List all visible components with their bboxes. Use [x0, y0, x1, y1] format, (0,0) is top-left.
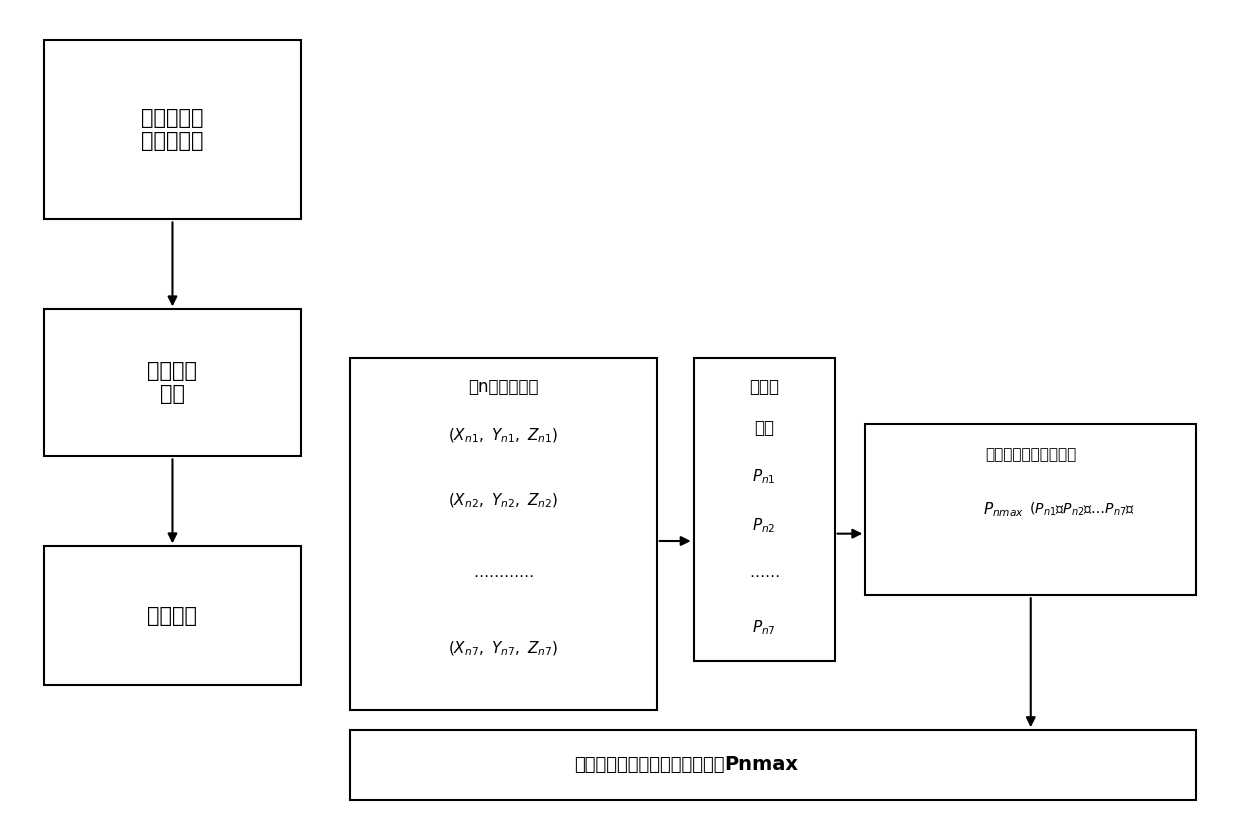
- Text: 遍历所有坐标组合，获得最小的: 遍历所有坐标组合，获得最小的: [574, 756, 724, 774]
- Text: $(X_{n1},\ Y_{n1},\ Z_{n1})$: $(X_{n1},\ Y_{n1},\ Z_{n1})$: [449, 427, 559, 445]
- Bar: [693, 358, 835, 661]
- Text: 第n组坐标组合: 第n组坐标组合: [469, 378, 538, 396]
- Text: 优化过程: 优化过程: [148, 606, 197, 626]
- Text: $(P_{n1}$，$P_{n2}$，…$P_{n7}$）: $(P_{n1}$，$P_{n2}$，…$P_{n7}$）: [1024, 501, 1135, 519]
- Text: $(X_{n7},\ Y_{n7},\ Z_{n7})$: $(X_{n7},\ Y_{n7},\ Z_{n7})$: [449, 639, 559, 657]
- Text: Pnmax: Pnmax: [724, 755, 799, 774]
- Text: 确定优化
目标: 确定优化 目标: [148, 361, 197, 405]
- Bar: [43, 40, 301, 219]
- Text: $(X_{n2},\ Y_{n2},\ Z_{n2})$: $(X_{n2},\ Y_{n2},\ Z_{n2})$: [449, 492, 559, 510]
- Bar: [43, 309, 301, 456]
- Bar: [866, 424, 1197, 595]
- Text: $P_{nmax}$: $P_{nmax}$: [983, 500, 1024, 519]
- Text: 相应杆: 相应杆: [749, 378, 779, 396]
- Text: 确定优化自
变量及约束: 确定优化自 变量及约束: [141, 108, 203, 151]
- Text: $P_{n2}$: $P_{n2}$: [753, 516, 776, 535]
- Bar: [350, 730, 1197, 799]
- Text: $\cdots\cdots$: $\cdots\cdots$: [749, 568, 780, 583]
- Bar: [43, 546, 301, 685]
- Text: $P_{n1}$: $P_{n1}$: [753, 467, 776, 486]
- Text: 应力: 应力: [754, 419, 774, 437]
- Text: $P_{n7}$: $P_{n7}$: [753, 618, 776, 637]
- Bar: [350, 358, 657, 710]
- Text: 该组坐标下最大杆应力: 该组坐标下最大杆应力: [985, 447, 1076, 462]
- Text: $\cdots\cdots\cdots\cdots$: $\cdots\cdots\cdots\cdots$: [472, 568, 534, 583]
